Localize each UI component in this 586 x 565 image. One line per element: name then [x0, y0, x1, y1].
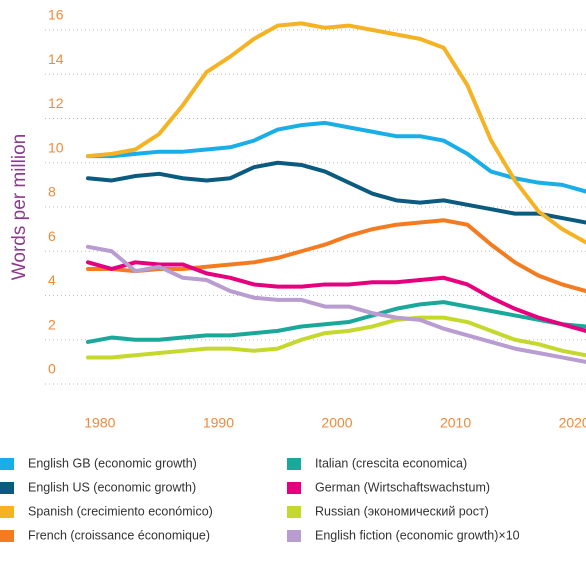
- legend-label: French (croissance économique): [28, 528, 210, 542]
- x-tick-label: 2020: [559, 415, 586, 431]
- legend-label: English US (economic growth): [28, 480, 196, 494]
- y-tick-label: 16: [48, 7, 64, 23]
- legend-swatch: [0, 530, 14, 542]
- legend-swatch: [287, 458, 301, 470]
- legend-swatch: [0, 506, 14, 518]
- x-tick-label: 1990: [203, 415, 234, 431]
- legend-swatch: [287, 482, 301, 494]
- legend-label: Russian (экономический рост): [315, 504, 489, 518]
- y-axis-title: Words per million: [9, 134, 30, 280]
- line-series: [86, 160, 586, 225]
- line-series: [86, 260, 586, 333]
- line-series: [86, 21, 586, 245]
- legend-label: German (Wirtschaftswachstum): [315, 480, 490, 494]
- x-tick-label: 1980: [84, 415, 115, 431]
- line-series: [86, 120, 586, 194]
- y-tick-label: 2: [48, 316, 56, 332]
- x-tick-label: 2010: [440, 415, 471, 431]
- legend-swatch: [287, 506, 301, 518]
- y-tick-label: 4: [48, 272, 56, 288]
- legend-label: English fiction (economic growth)×10: [315, 528, 520, 542]
- legend-swatch: [0, 482, 14, 494]
- y-tick-label: 12: [48, 95, 64, 111]
- legend-swatch: [0, 458, 14, 470]
- legend-label: Spanish (crecimiento económico): [28, 504, 213, 518]
- legend-label: Italian (crescita economica): [315, 456, 467, 470]
- line-series: [86, 315, 586, 360]
- y-tick-label: 6: [48, 228, 56, 244]
- legend-swatch: [287, 530, 301, 542]
- y-tick-label: 8: [48, 184, 56, 200]
- y-tick-label: 14: [48, 51, 64, 67]
- y-tick-label: 10: [48, 139, 64, 155]
- line-series: [86, 244, 586, 364]
- line-series: [86, 300, 586, 344]
- line-series: [86, 218, 586, 294]
- y-tick-label: 0: [48, 361, 56, 377]
- x-tick-label: 2000: [321, 415, 352, 431]
- legend-label: English GB (economic growth): [28, 456, 197, 470]
